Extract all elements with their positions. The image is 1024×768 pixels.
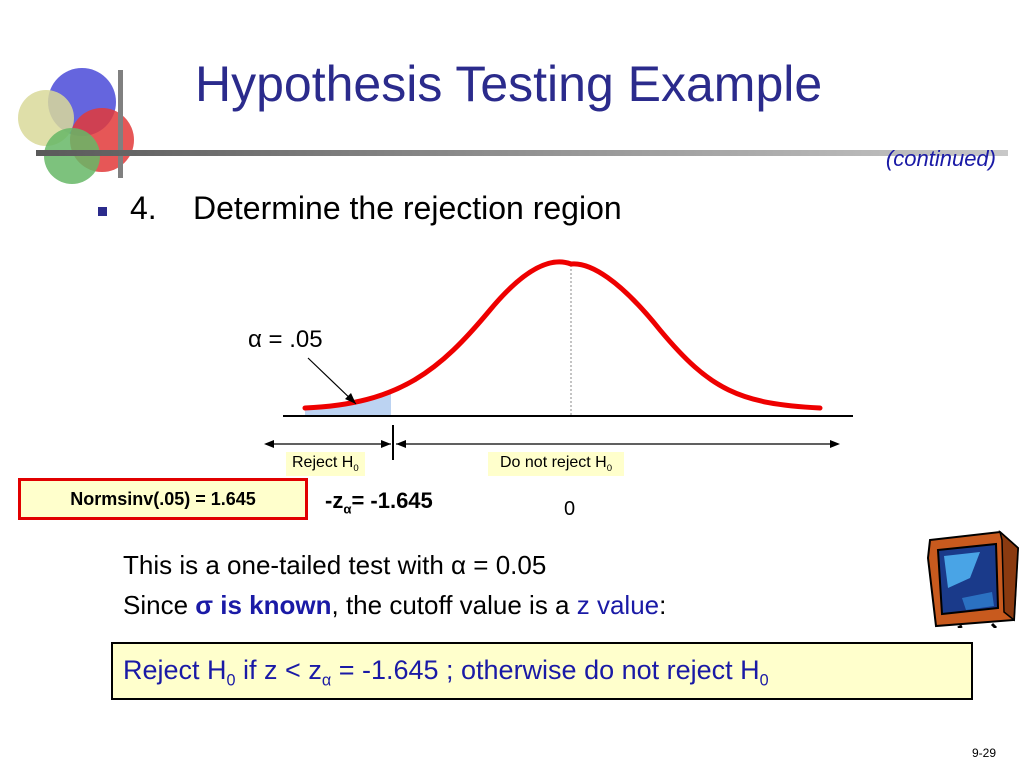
page-title: Hypothesis Testing Example xyxy=(195,56,823,112)
continued-note: (continued) xyxy=(885,146,996,171)
header-vertical-rule xyxy=(118,70,123,178)
normsinv-callout: Normsinv(.05) = 1.645 xyxy=(18,478,308,520)
header-horizontal-rule xyxy=(36,150,1008,156)
step-number: 4. xyxy=(130,190,157,226)
body-line-cutoff: Since σ is known, the cutoff value is a … xyxy=(123,590,667,620)
alpha-label: α = .05 xyxy=(248,326,323,353)
normal-curve xyxy=(302,259,823,411)
slide-number: 9-29 xyxy=(971,746,996,760)
z-value-emphasis: z value xyxy=(576,590,660,620)
bullet-square xyxy=(98,207,107,216)
do-not-reject-arrowhead-left xyxy=(396,440,406,448)
television-icon xyxy=(926,529,1020,628)
decision-rule-box: Reject H0 if z < zα = -1.645 ; otherwise… xyxy=(111,642,973,700)
step-text: Determine the rejection region xyxy=(193,190,622,226)
reject-range-arrowhead-left xyxy=(264,440,274,448)
critical-value-label: -zα= -1.645 xyxy=(325,488,433,517)
body-line-one-tailed: This is a one-tailed test with α = 0.05 xyxy=(123,550,547,580)
sigma-known-emphasis: σ is known xyxy=(195,590,332,620)
do-not-reject-region-label: Do not reject H0 xyxy=(488,452,625,477)
reject-region-label: Reject H0 xyxy=(286,452,365,477)
reject-range-arrowhead-right xyxy=(381,440,391,448)
alpha-pointer-arrowhead xyxy=(345,393,356,404)
center-tick-label: 0 xyxy=(564,498,576,520)
do-not-reject-arrowhead-right xyxy=(830,440,840,448)
